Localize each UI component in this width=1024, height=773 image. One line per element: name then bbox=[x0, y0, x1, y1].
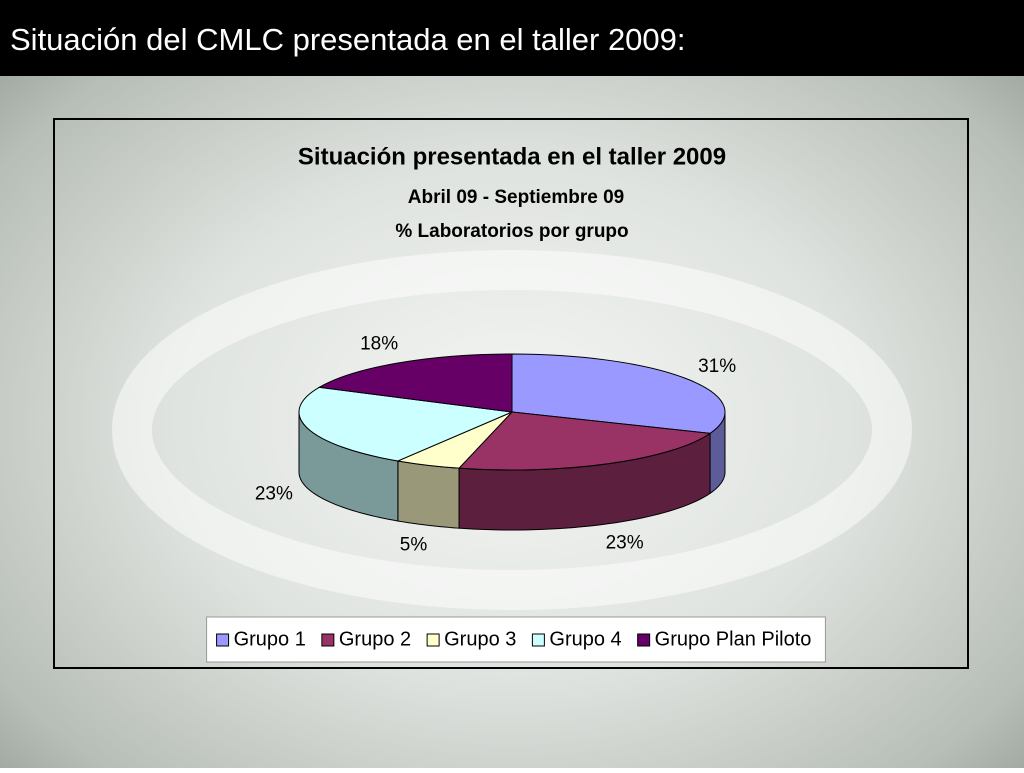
legend-swatch bbox=[531, 633, 545, 647]
legend bbox=[206, 616, 826, 663]
slice-side bbox=[397, 460, 460, 529]
header-bar bbox=[0, 0, 1024, 76]
legend-items: Grupo 1 Grupo 2 Grupo 3 Grupo 4 Grupo Plan P… bbox=[216, 628, 812, 650]
slice bbox=[298, 386, 514, 462]
legend-label: Grupo 4 bbox=[549, 628, 621, 650]
legend-swatch bbox=[216, 633, 230, 647]
slice bbox=[457, 411, 712, 471]
chart-subtitle: % Laboratorios por grupo bbox=[395, 221, 628, 242]
chart-subtitle: Abril 09 - Septiembre 09 bbox=[408, 187, 624, 208]
chart-title: Situación presentada en el taller 2009 bbox=[298, 143, 726, 170]
chart-frame bbox=[53, 118, 969, 669]
legend-label: Grupo Plan Piloto bbox=[655, 628, 812, 650]
pie: 31% 23% 5% 23% 18% bbox=[255, 333, 736, 555]
data-label: 23% bbox=[255, 483, 293, 504]
slice bbox=[511, 353, 726, 434]
legend-label: Grupo 1 bbox=[234, 628, 306, 650]
slice bbox=[317, 353, 513, 413]
data-label: 23% bbox=[606, 532, 644, 553]
data-label: 5% bbox=[400, 534, 428, 555]
slide-title: Situación del CMLC presentada en el tall… bbox=[10, 22, 686, 57]
legend-swatch bbox=[321, 633, 335, 647]
legend-swatch bbox=[426, 633, 440, 647]
legend-label: Grupo 3 bbox=[444, 628, 516, 650]
splash bbox=[112, 250, 912, 610]
data-label: 18% bbox=[360, 333, 398, 354]
legend-swatch bbox=[637, 633, 651, 647]
data-label: 31% bbox=[698, 356, 736, 377]
legend-label: Grupo 2 bbox=[339, 628, 411, 650]
